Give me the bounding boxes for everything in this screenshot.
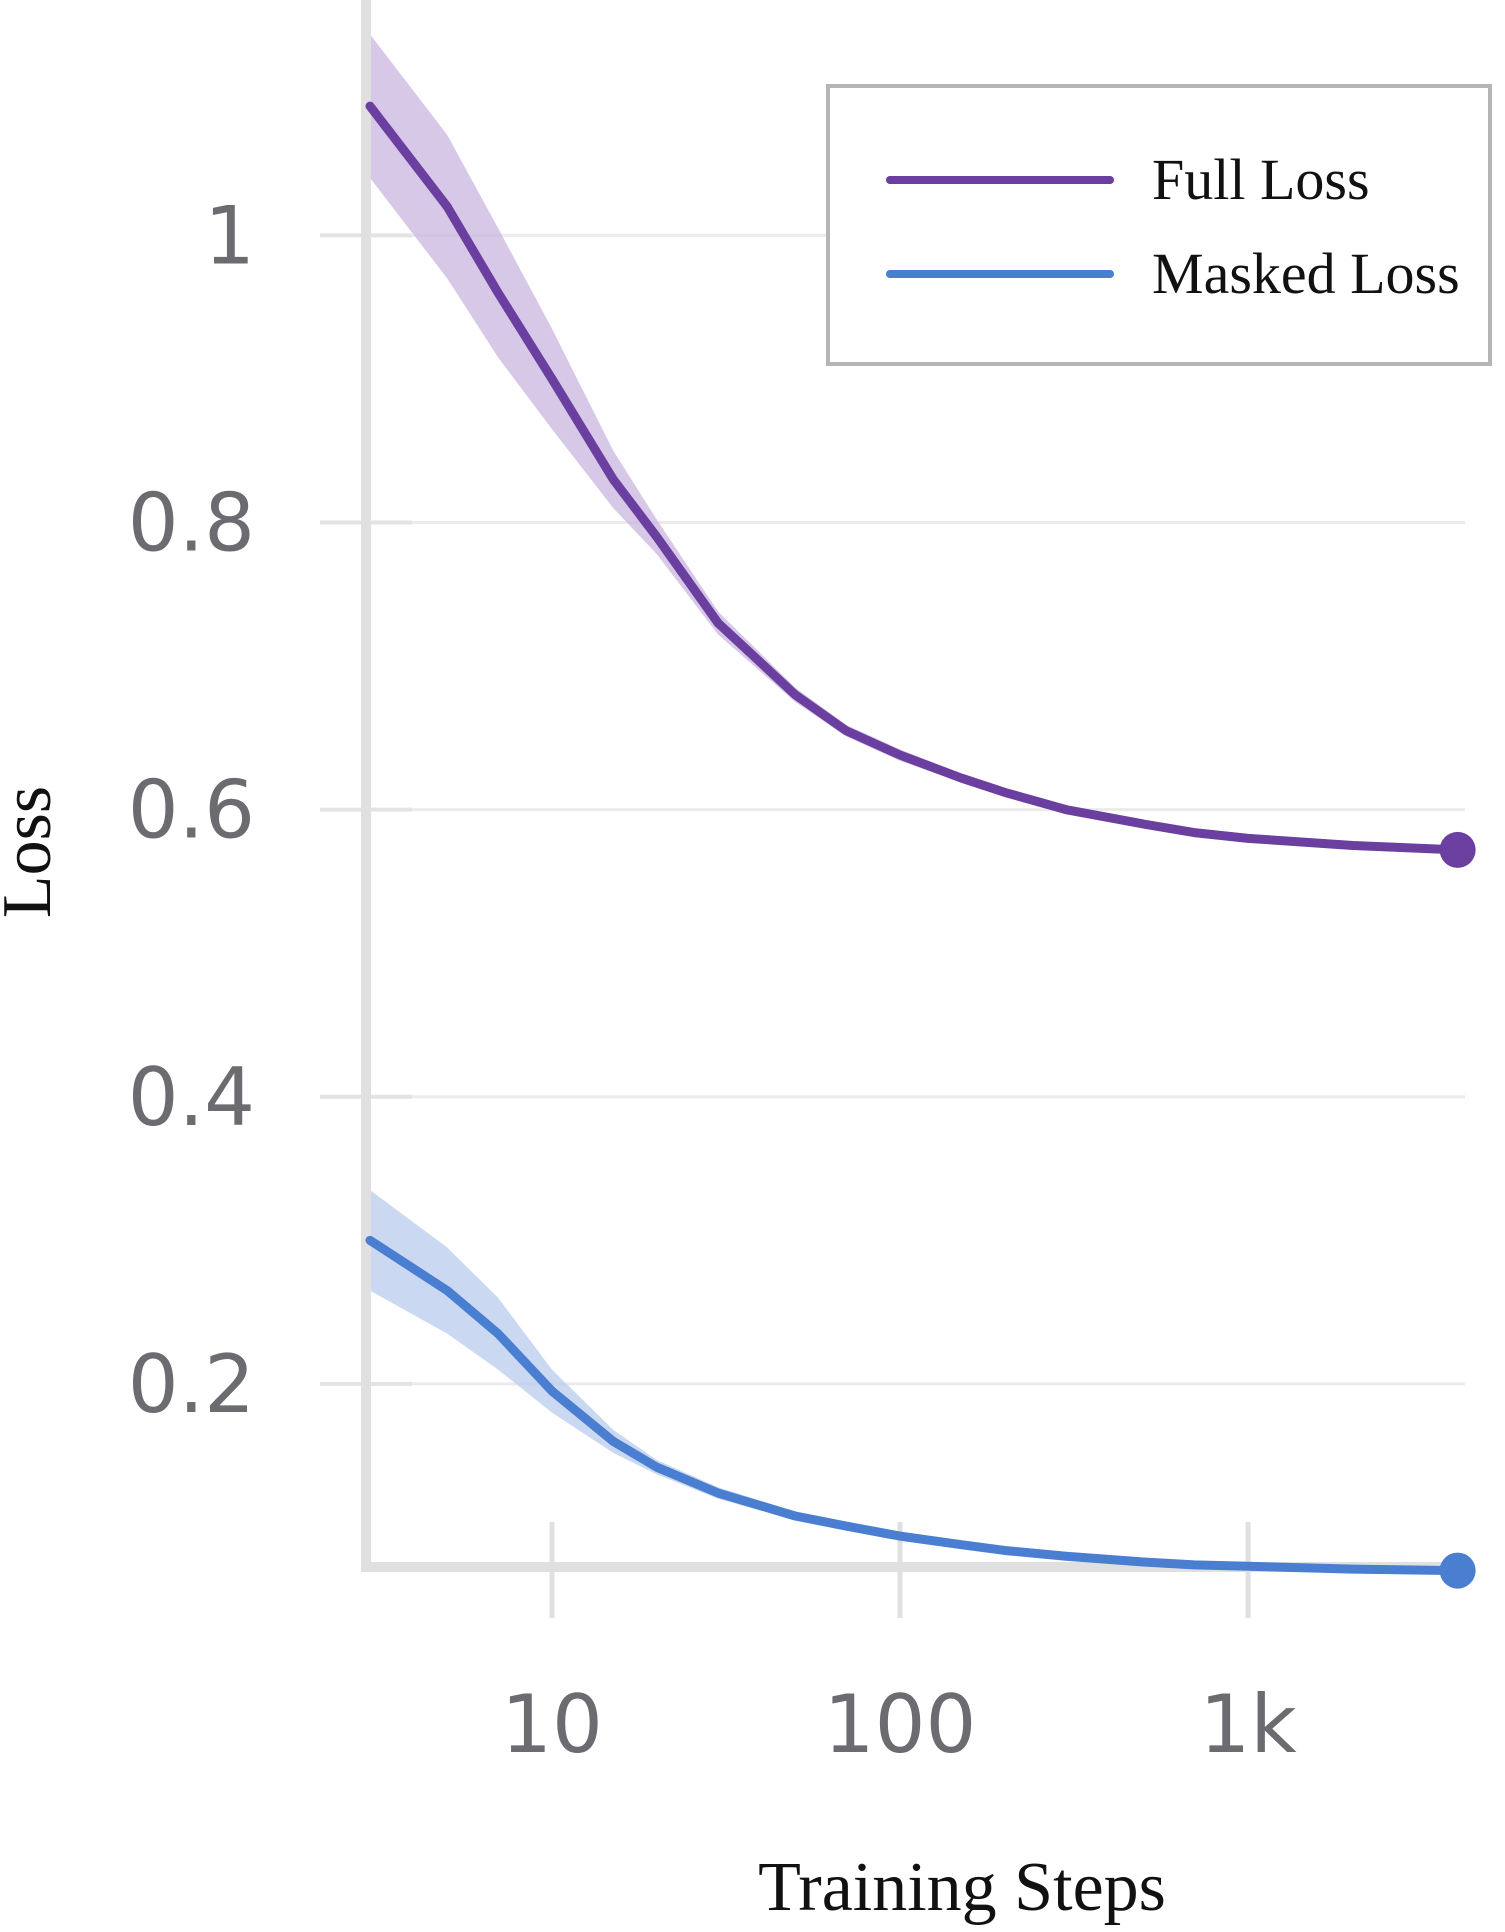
full-loss-line [365, 101, 1463, 855]
x-tick-label: 100 [824, 1678, 977, 1771]
full-loss-endpoint [1439, 831, 1476, 868]
series-lines [365, 101, 1476, 1589]
grid-lines [370, 233, 1465, 1386]
y-tick-label: 0.4 [128, 1051, 255, 1144]
y-tick-label: 0.2 [128, 1338, 255, 1431]
masked-loss-line [365, 1235, 1463, 1576]
legend-label-full-loss: Full Loss [1152, 147, 1370, 212]
y-tick-label: 1 [204, 189, 255, 282]
legend-box [826, 84, 1492, 366]
masked-loss-endpoint [1439, 1552, 1476, 1589]
y-axis-title: Loss [0, 786, 66, 918]
y-tick-label: 0.6 [128, 764, 255, 857]
x-tick-label: 1k [1199, 1678, 1297, 1771]
x-axis-title: Training Steps [758, 1849, 1166, 1926]
legend: Full Loss Masked Loss [826, 84, 1492, 366]
y-tick-label: 0.8 [128, 476, 255, 569]
tick-labels: 0.2 0.4 0.6 0.8 1 10 100 1k [128, 189, 1298, 1771]
legend-label-masked-loss: Masked Loss [1152, 241, 1460, 306]
x-tick-label: 10 [501, 1678, 603, 1771]
